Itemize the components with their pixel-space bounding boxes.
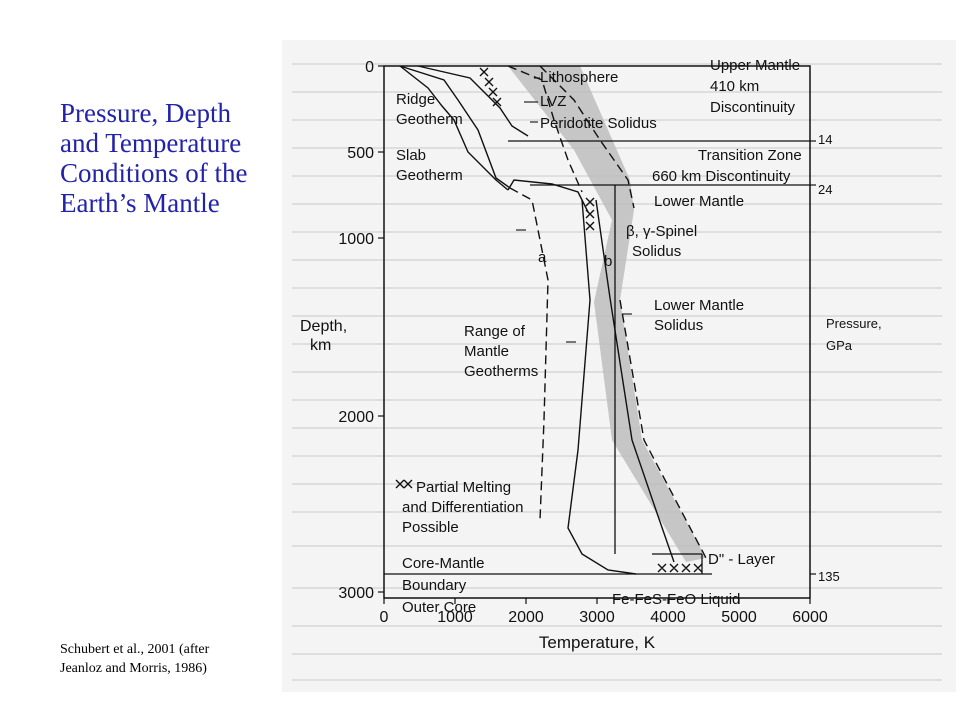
y-tick-label: 2000: [338, 409, 374, 426]
boundary-lines: [384, 140, 810, 575]
title-line: Earth’s Mantle: [60, 188, 220, 218]
upper-dashed-curve-2: [539, 65, 635, 209]
y-axis-label-line: km: [310, 337, 331, 354]
x-tick-label: 5000: [721, 609, 757, 626]
y-tick-labels: 0 500 1000 2000 3000: [338, 59, 374, 602]
figure-citation: Schubert et al., 2001 (after Jeanloz and…: [60, 640, 275, 678]
curve-b-label: b: [604, 253, 612, 270]
title-line: Conditions of the: [60, 158, 248, 188]
pressure-tick-label: 135: [818, 569, 840, 584]
x-tick-label: 2000: [508, 609, 544, 626]
range-geotherms-label-line: Mantle: [464, 343, 509, 360]
x-tick-label: 4000: [650, 609, 686, 626]
title-line: and Temperature: [60, 128, 242, 158]
spinel-solidus-label-line: β, γ-Spinel: [626, 223, 697, 240]
geotherm-range-band: [508, 66, 706, 562]
fe-liquid-label: Fe-FeS-FeO Liquid: [612, 591, 740, 608]
curve-a: [509, 187, 549, 521]
core-mantle-boundary-label-line: Core-Mantle: [402, 555, 485, 572]
ridge-geotherm-curve: [399, 65, 509, 191]
upper-mantle-label: Upper Mantle: [710, 57, 800, 74]
melting-cross-markers: [395, 67, 703, 573]
curve-a-label: a: [538, 249, 547, 266]
diagram-annotations: Lithosphere LVZ Peridotite Solidus Upper…: [396, 57, 802, 616]
outer-core-label: Outer Core: [402, 599, 476, 616]
pressure-axis-label-line: Pressure,: [826, 316, 882, 331]
axis-ticks: [378, 65, 816, 604]
pressure-axis-label-line: GPa: [826, 338, 853, 353]
transition-zone-label: Transition Zone: [698, 147, 802, 164]
discontinuity-660-label: 660 km Discontinuity: [652, 168, 791, 185]
pressure-tick-label: 14: [818, 132, 832, 147]
y-axis-label: Depth, km: [300, 318, 347, 354]
y-tick-label: 1000: [338, 231, 374, 248]
citation-line: Jeanloz and Morris, 1986): [60, 661, 207, 676]
partial-melting-label-line: and Differentiation: [402, 499, 523, 516]
lower-solidus-curve: [567, 199, 637, 575]
range-geotherms-label-line: Range of: [464, 323, 526, 340]
y-tick-label: 500: [347, 145, 374, 162]
x-tick-label: 0: [380, 609, 389, 626]
leader-lines: [516, 77, 632, 343]
range-geotherms-label-line: Geotherms: [464, 363, 538, 380]
lower-mantle-solidus-label-line: Solidus: [654, 317, 703, 334]
core-mantle-boundary-label-line: Boundary: [402, 577, 467, 594]
mantle-diagram: 0 1000 2000 3000 4000 5000 6000 Temperat…: [282, 40, 956, 692]
diagram-svg: 0 1000 2000 3000 4000 5000 6000 Temperat…: [282, 40, 956, 692]
x-tick-labels: 0 1000 2000 3000 4000 5000 6000: [380, 609, 828, 626]
geotherm-continuation: [507, 179, 589, 213]
peridotite-solidus-label: Peridotite Solidus: [540, 115, 657, 132]
lvz-label: LVZ: [540, 93, 566, 110]
curves: [399, 65, 707, 575]
x-tick-label: 1000: [437, 609, 473, 626]
x-tick-label: 6000: [792, 609, 828, 626]
lower-mantle-label: Lower Mantle: [654, 193, 744, 210]
d-layer-label: D" - Layer: [708, 551, 775, 568]
discontinuity-410-label-line: 410 km: [710, 78, 759, 95]
y-tick-label: 3000: [338, 585, 374, 602]
x-axis-label: Temperature, K: [539, 633, 656, 652]
peridotite-solidus-curve: [417, 65, 529, 137]
discontinuity-410-label-line: Discontinuity: [710, 99, 796, 116]
pressure-tick-label: 24: [818, 182, 832, 197]
citation-line: Schubert et al., 2001 (after: [60, 642, 210, 657]
lower-dashed-curve: [619, 299, 707, 559]
ridge-geotherm-label-line: Geotherm: [396, 111, 463, 128]
partial-melting-label-line: Possible: [402, 519, 459, 536]
slide-title: Pressure, Depth and Temperature Conditio…: [60, 98, 285, 218]
slab-geotherm-label-line: Slab: [396, 147, 426, 164]
y-tick-label: 0: [365, 59, 374, 76]
slab-geotherm-label-line: Geotherm: [396, 167, 463, 184]
upper-dashed-curve: [507, 65, 583, 193]
slab-geotherm-curve: [399, 65, 511, 189]
spinel-solidus-label-line: Solidus: [632, 243, 681, 260]
curve-b: [595, 199, 675, 563]
partial-melting-label-line: Partial Melting: [416, 479, 511, 496]
pressure-labels: 14 24 135 Pressure, GPa: [818, 132, 882, 584]
lithosphere-label: Lithosphere: [540, 69, 618, 86]
x-tick-label: 3000: [579, 609, 615, 626]
y-axis-label-line: Depth,: [300, 318, 347, 335]
ridge-geotherm-label-line: Ridge: [396, 91, 435, 108]
title-line: Pressure, Depth: [60, 98, 231, 128]
lower-mantle-solidus-label-line: Lower Mantle: [654, 297, 744, 314]
